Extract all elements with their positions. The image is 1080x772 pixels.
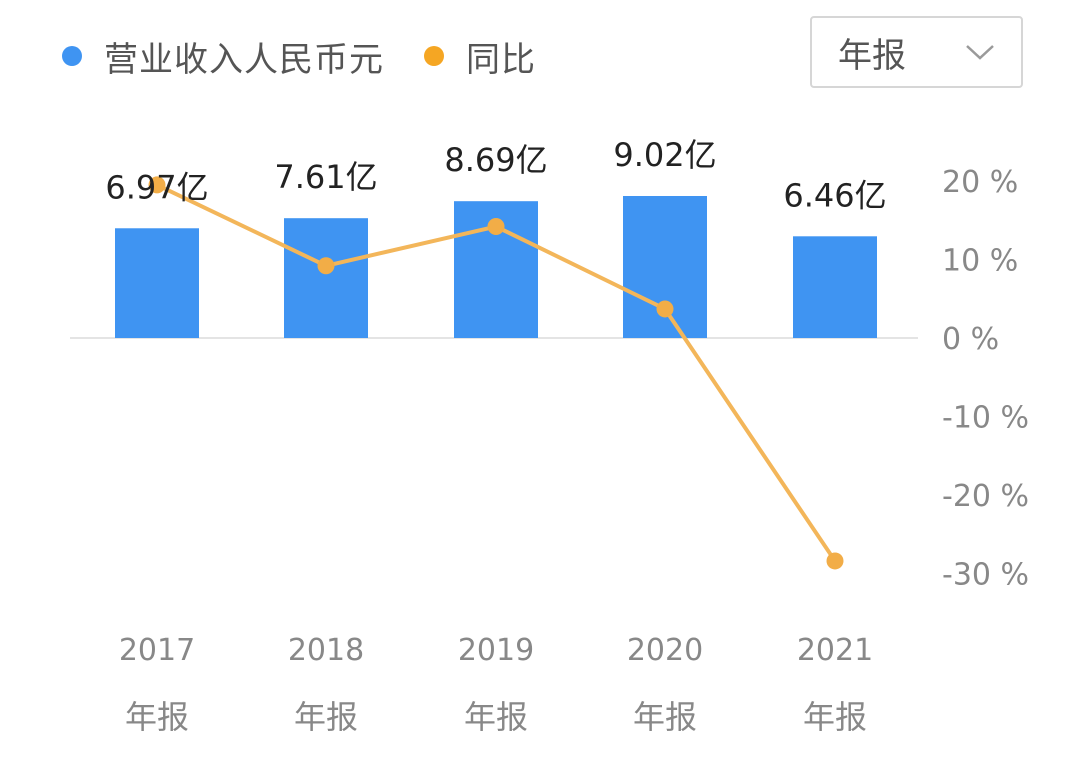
x-axis-year-label: 2018 xyxy=(288,633,364,668)
right-axis-tick-label: -10 % xyxy=(942,401,1029,436)
legend-dot-yoy xyxy=(424,46,444,66)
x-axis-period-label: 年报 xyxy=(633,698,697,736)
legend-label-revenue: 营业收入人民币元 xyxy=(104,39,384,80)
bar-value-label: 9.02亿 xyxy=(613,136,716,174)
yoy-point xyxy=(487,218,505,236)
right-axis-tick-label: -20 % xyxy=(942,479,1029,514)
period-select-value: 年报 xyxy=(838,35,906,76)
yoy-point xyxy=(148,176,166,194)
right-axis-tick-label: -30 % xyxy=(942,558,1029,593)
chevron-down-icon xyxy=(965,43,995,61)
right-axis-tick-label: 10 % xyxy=(942,244,1018,279)
revenue-bar xyxy=(793,236,877,338)
legend-label-yoy: 同比 xyxy=(466,39,536,80)
legend-item-revenue[interactable]: 营业收入人民币元 xyxy=(62,32,384,81)
bar-value-label: 6.46亿 xyxy=(783,176,886,214)
right-axis-tick-label: 0 % xyxy=(942,322,999,357)
legend-dot-revenue xyxy=(62,46,82,66)
yoy-point xyxy=(317,257,335,275)
revenue-bar xyxy=(284,218,368,338)
period-select[interactable]: 年报 xyxy=(810,16,1023,88)
bar-value-label: 8.69亿 xyxy=(444,141,547,179)
x-axis-period-label: 年报 xyxy=(125,698,189,736)
right-axis-tick-label: 20 % xyxy=(942,165,1018,200)
x-axis-period-label: 年报 xyxy=(803,698,867,736)
revenue-bar xyxy=(115,228,199,338)
legend-item-yoy[interactable]: 同比 xyxy=(424,32,536,81)
bar-value-label: 7.61亿 xyxy=(274,158,377,196)
x-axis-year-label: 2017 xyxy=(119,633,195,668)
yoy-point xyxy=(656,300,674,318)
x-axis-year-label: 2021 xyxy=(797,633,873,668)
bar-value-label: 6.97亿 xyxy=(105,168,208,206)
x-axis-year-label: 2020 xyxy=(627,633,703,668)
x-axis-period-label: 年报 xyxy=(294,698,358,736)
chart-legend: 营业收入人民币元 同比 xyxy=(62,30,576,82)
yoy-point xyxy=(826,552,844,570)
x-axis-year-label: 2019 xyxy=(458,633,534,668)
x-axis-period-label: 年报 xyxy=(464,698,528,736)
